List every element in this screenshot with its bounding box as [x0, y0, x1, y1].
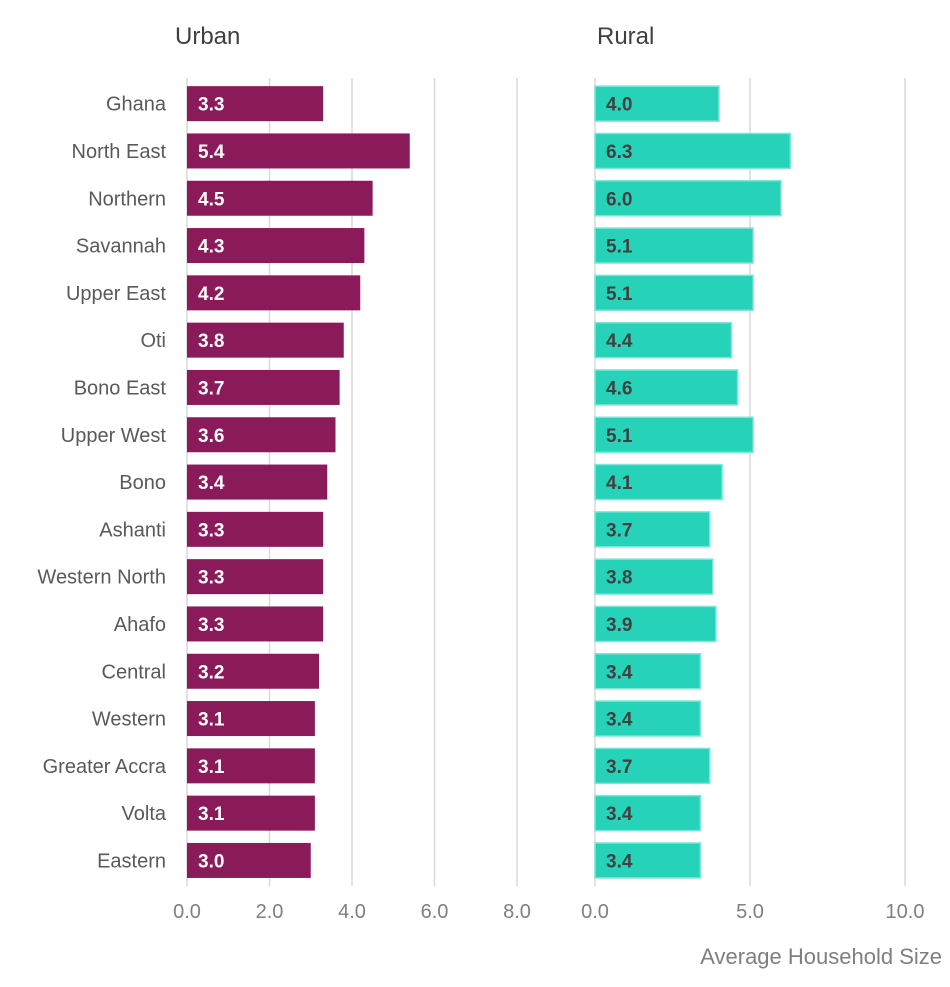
urban-value-label: 5.4 — [198, 142, 225, 163]
urban-value-label: 4.3 — [198, 237, 224, 258]
urban-bar — [187, 559, 324, 595]
urban-x-tick-label: 2.0 — [256, 901, 284, 923]
urban-x-tick-label: 8.0 — [503, 901, 531, 923]
category-label: Upper East — [66, 283, 166, 305]
rural-x-axis-title: Average Household Size — [700, 944, 942, 969]
rural-bar — [594, 369, 739, 406]
rural-panel-title: Rural — [597, 23, 654, 50]
urban-bar — [187, 86, 324, 122]
urban-bar — [187, 842, 311, 878]
rural-panel: Rural 0.0 5.0 10.0 4.0 6.3 6.0 5.1 5.1 4.4 4.6 5.1 4… — [581, 23, 942, 969]
urban-value-label: 3.2 — [198, 662, 224, 683]
category-label: Western — [92, 709, 166, 731]
rural-bar — [594, 180, 782, 217]
urban-x-tick-label: 0.0 — [173, 901, 201, 923]
rural-value-label: 5.1 — [606, 237, 633, 258]
rural-bar — [594, 558, 714, 595]
urban-value-label: 3.7 — [198, 378, 224, 399]
urban-value-label: 3.1 — [198, 710, 225, 731]
category-label: Ashanti — [99, 519, 166, 541]
urban-value-label: 3.3 — [198, 520, 224, 541]
rural-value-label: 5.1 — [606, 284, 633, 305]
urban-panel: Urban 0.0 2.0 4.0 6.0 8.0 3.3 Ghana 5.4 North Eas… — [37, 23, 530, 923]
rural-bar — [594, 842, 702, 879]
rural-value-label: 3.8 — [606, 568, 632, 589]
rural-bar — [594, 794, 702, 832]
rural-bar — [594, 321, 733, 359]
urban-value-label: 3.1 — [198, 757, 225, 778]
urban-bar — [187, 511, 324, 547]
rural-bar — [594, 274, 754, 312]
category-label: Bono — [119, 472, 166, 494]
rural-bar — [594, 132, 792, 170]
rural-value-label: 4.1 — [606, 473, 633, 494]
rural-value-label: 4.0 — [606, 95, 632, 116]
urban-value-label: 3.0 — [198, 851, 224, 872]
rural-value-label: 3.9 — [606, 615, 632, 636]
rural-bar — [594, 747, 711, 785]
rural-value-label: 3.4 — [606, 662, 633, 683]
category-label: Ghana — [106, 94, 167, 116]
urban-bar — [187, 701, 315, 737]
rural-value-label: 3.7 — [606, 757, 632, 778]
urban-bar — [187, 322, 344, 358]
rural-value-label: 5.1 — [606, 426, 633, 447]
urban-bar — [187, 275, 361, 311]
rural-value-label: 3.7 — [606, 520, 632, 541]
urban-value-label: 3.4 — [198, 473, 225, 494]
rural-bar — [594, 511, 711, 548]
category-label: Greater Accra — [43, 756, 167, 778]
urban-panel-title: Urban — [175, 23, 240, 50]
urban-x-tick-label: 6.0 — [421, 901, 449, 923]
category-label: Savannah — [76, 236, 166, 258]
urban-bar — [187, 748, 315, 784]
rural-bar — [594, 85, 720, 122]
urban-value-label: 3.8 — [198, 331, 224, 352]
urban-bar — [187, 795, 315, 831]
urban-value-label: 3.1 — [198, 804, 225, 825]
urban-value-label: 3.3 — [198, 615, 224, 636]
rural-value-label: 3.4 — [606, 851, 633, 872]
rural-bar — [594, 700, 702, 737]
urban-bar — [187, 133, 410, 169]
category-label: Upper West — [61, 425, 167, 447]
category-label: Eastern — [97, 850, 166, 872]
category-label: North East — [72, 141, 167, 163]
category-label: Bono East — [74, 377, 167, 399]
urban-value-label: 3.3 — [198, 95, 224, 116]
category-label: Western North — [37, 567, 166, 589]
category-label: Volta — [122, 803, 167, 825]
category-label: Ahafo — [114, 614, 166, 636]
urban-x-tick-label: 4.0 — [338, 901, 366, 923]
rural-value-label: 6.0 — [606, 189, 632, 210]
category-label: Northern — [88, 188, 166, 210]
category-label: Central — [102, 661, 166, 683]
rural-x-tick-label: 10.0 — [886, 901, 925, 923]
urban-bar — [187, 369, 340, 405]
rural-bar — [594, 653, 702, 690]
rural-x-tick-label: 5.0 — [736, 901, 764, 923]
urban-value-label: 3.6 — [198, 426, 224, 447]
urban-bar — [187, 653, 319, 689]
rural-bar — [594, 605, 717, 643]
urban-value-label: 3.3 — [198, 568, 224, 589]
urban-bar — [187, 228, 365, 264]
rural-bar — [594, 227, 754, 264]
category-label: Oti — [140, 330, 166, 352]
urban-bar — [187, 180, 373, 216]
urban-bar — [187, 464, 328, 500]
urban-value-label: 4.2 — [198, 284, 224, 305]
rural-bar — [594, 416, 754, 453]
rural-value-label: 3.4 — [606, 710, 633, 731]
rural-value-label: 4.6 — [606, 378, 632, 399]
urban-bar — [187, 606, 324, 642]
urban-value-label: 4.5 — [198, 189, 225, 210]
rural-bar — [594, 463, 723, 501]
rural-x-tick-label: 0.0 — [581, 901, 609, 923]
urban-bar — [187, 417, 336, 453]
rural-value-label: 3.4 — [606, 804, 633, 825]
rural-value-label: 6.3 — [606, 142, 632, 163]
rural-value-label: 4.4 — [606, 331, 633, 352]
